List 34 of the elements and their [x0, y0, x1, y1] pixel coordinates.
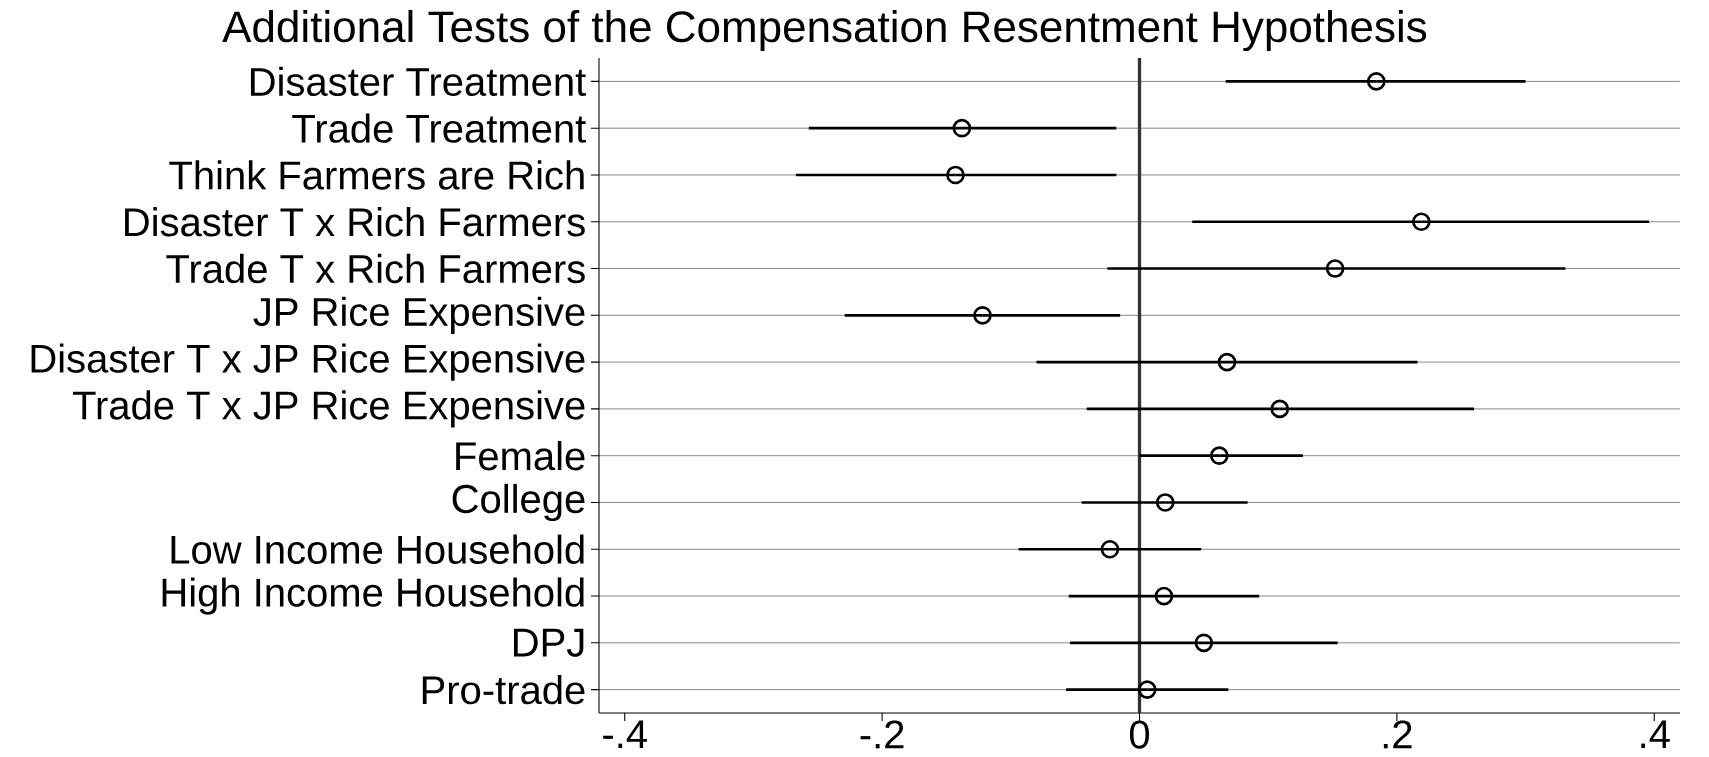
- y-tick-label: Disaster T x Rich Farmers: [125, 207, 585, 237]
- y-tick-label: Think Farmers are Rich: [169, 160, 584, 190]
- point: [1325, 259, 1345, 278]
- point: [1100, 539, 1120, 559]
- point: [952, 118, 972, 138]
- y-tick-label: Low Income Household: [171, 534, 584, 564]
- y-tick-label: JP Rice Expensive: [253, 296, 585, 334]
- point: [946, 165, 965, 185]
- y-tick-label: Trade T x JP Rice Expensive: [72, 390, 585, 428]
- point: [1366, 72, 1386, 91]
- point: [1411, 212, 1431, 232]
- y-tick-label: Trade T x Rich Farmers: [166, 253, 585, 284]
- point: [1217, 352, 1237, 372]
- point: [1137, 680, 1157, 699]
- point: [1270, 399, 1290, 419]
- chart-title: Additional Tests of the Compensation Resentment Hypothesis: [222, 10, 1427, 52]
- y-tick-label: Disaster Treatment: [250, 66, 586, 97]
- point: [1194, 633, 1214, 653]
- x-tick-label: -.2: [860, 720, 904, 749]
- point: [1155, 493, 1175, 512]
- point: [1154, 586, 1174, 606]
- x-tick-label: 0: [1129, 720, 1150, 749]
- y-tick-label: Trade Treatment: [292, 113, 586, 143]
- y-tick-label: High Income Household: [162, 577, 584, 615]
- x-tick-label: -.4: [603, 720, 647, 748]
- point: [1209, 446, 1229, 466]
- y-tick-label: College: [452, 483, 585, 522]
- y-tick-label: DPJ: [514, 628, 584, 657]
- x-tick-label: .2: [1383, 720, 1412, 749]
- point: [973, 305, 992, 325]
- y-tick-label: Disaster T x JP Rice Expensive: [31, 343, 585, 381]
- y-tick-label: Female: [456, 441, 585, 471]
- y-tick-label: Pro-trade: [422, 674, 585, 705]
- x-tick-label: .4: [1641, 720, 1670, 748]
